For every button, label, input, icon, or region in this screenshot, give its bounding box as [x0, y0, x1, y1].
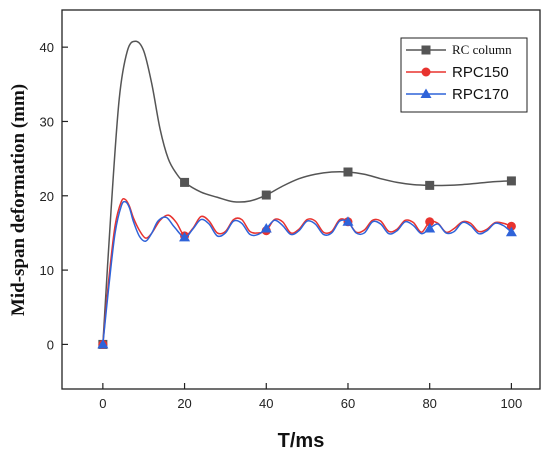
data-point-rpc170 — [260, 222, 272, 233]
x-tick-label: 40 — [259, 396, 273, 411]
y-axis-title: Mid-span deformation (mm) — [8, 84, 29, 316]
y-tick-label: 30 — [40, 114, 54, 129]
data-point-rpc170 — [97, 338, 109, 349]
data-point-rpc150 — [425, 217, 435, 227]
axes-layer: 0 20 40 60 80 100 0 10 20 30 40 — [40, 40, 523, 411]
series-line-rpc170 — [102, 200, 512, 345]
x-tick-label: 20 — [177, 396, 191, 411]
legend-marker-rc-column — [421, 45, 431, 55]
y-tick-label: 20 — [40, 189, 54, 204]
legend: RC column RPC150 RPC170 — [400, 37, 528, 113]
y-tick-label: 40 — [40, 40, 54, 55]
x-tick-label: 0 — [99, 396, 106, 411]
y-tick-label: 0 — [47, 337, 54, 352]
legend-label-rpc150: RPC150 — [452, 64, 509, 81]
legend-marker-rpc150 — [421, 67, 431, 77]
x-tick-label: 80 — [422, 396, 436, 411]
data-point-rpc170 — [424, 222, 436, 233]
data-point-rc-column — [343, 167, 353, 177]
legend-marker-rpc170 — [420, 88, 432, 98]
data-point-rc-column — [425, 180, 435, 190]
legend-label-rpc170: RPC170 — [452, 86, 509, 103]
data-point-rpc150 — [506, 221, 516, 231]
x-axis-title: T/ms — [278, 430, 325, 452]
legend-label-rc-column: RC column — [452, 42, 512, 57]
data-point-rc-column — [506, 176, 516, 186]
data-point-rpc170 — [342, 216, 354, 226]
data-point-rc-column — [261, 190, 271, 200]
plot-frame — [61, 9, 541, 390]
y-tick-label: 10 — [40, 263, 54, 278]
data-point-rc-column — [180, 177, 190, 187]
x-tick-label: 100 — [501, 396, 523, 411]
x-tick-label: 60 — [341, 396, 355, 411]
data-point-rpc170 — [179, 231, 191, 242]
series-layer — [97, 40, 517, 349]
data-point-rpc170 — [505, 226, 517, 237]
